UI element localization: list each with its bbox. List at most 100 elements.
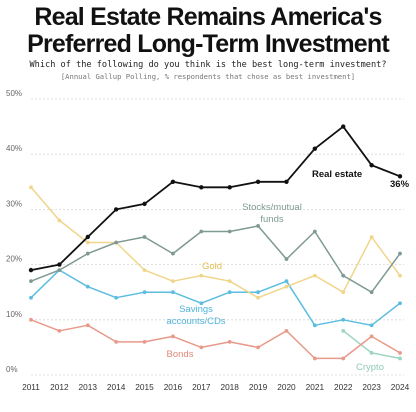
data-point — [227, 185, 232, 190]
chart-title-line-1: Real Estate Remains America's — [34, 3, 382, 31]
data-point — [227, 279, 232, 284]
end-value-label: 36% — [390, 179, 410, 190]
series-label-gold: Gold — [202, 261, 222, 272]
data-point — [113, 207, 119, 212]
x-tick-label: 2018 — [220, 382, 239, 392]
data-point — [57, 268, 62, 273]
data-point — [85, 234, 90, 240]
data-point — [369, 323, 374, 328]
y-tick-label: 50% — [6, 89, 22, 98]
data-point — [312, 273, 317, 278]
data-point — [256, 345, 260, 350]
series-line — [30, 225, 401, 293]
data-point — [398, 301, 402, 306]
x-tick-label: 2013 — [79, 382, 98, 392]
data-point — [284, 179, 289, 184]
data-point — [57, 328, 62, 333]
x-tick-label: 2015 — [135, 382, 154, 392]
data-point — [398, 273, 402, 278]
series-line — [30, 186, 401, 299]
data-point — [85, 251, 90, 256]
data-point — [199, 345, 204, 350]
data-point — [199, 273, 204, 278]
data-point — [341, 273, 346, 278]
x-tick-label: 2023 — [362, 382, 381, 392]
chart-title-line-2: Preferred Long-Term Investment — [27, 30, 390, 58]
data-point — [284, 328, 289, 333]
series-label-savings: Savings — [179, 304, 213, 315]
data-point — [85, 323, 90, 328]
data-point — [29, 317, 33, 322]
data-point — [398, 251, 402, 256]
data-point — [29, 185, 33, 190]
data-point — [142, 339, 147, 344]
data-point — [397, 174, 403, 179]
data-point — [284, 279, 289, 284]
data-point — [341, 328, 346, 333]
series-label-real-estate: Real estate — [312, 169, 362, 180]
data-point — [170, 179, 176, 184]
y-tick-label: 30% — [6, 199, 22, 208]
data-point — [312, 229, 317, 234]
series-line — [30, 269, 401, 327]
data-point — [29, 295, 33, 300]
x-tick-label: 2017 — [192, 382, 211, 392]
data-point — [114, 339, 119, 344]
y-tick-label: 40% — [6, 144, 22, 153]
data-point — [171, 290, 175, 295]
data-point — [171, 334, 175, 339]
x-tick-label: 2014 — [107, 382, 126, 392]
data-point — [369, 163, 374, 168]
chart-question: Which of the following do you think is t… — [29, 60, 387, 70]
data-point — [227, 339, 232, 344]
data-point — [85, 240, 90, 245]
data-point — [341, 290, 346, 295]
data-point — [341, 124, 346, 129]
data-point — [369, 235, 374, 239]
data-point — [369, 290, 374, 295]
data-point — [57, 262, 62, 267]
data-point — [199, 229, 204, 234]
data-point — [171, 251, 175, 256]
data-point — [369, 334, 374, 339]
x-tick-label: 2016 — [164, 382, 183, 392]
data-point — [142, 268, 147, 273]
data-point — [57, 218, 62, 223]
data-point — [171, 279, 175, 284]
data-point — [398, 356, 402, 361]
data-point — [312, 323, 317, 328]
data-point — [312, 146, 318, 151]
data-point — [199, 301, 204, 306]
data-point — [142, 235, 147, 239]
data-point — [369, 351, 374, 355]
series-line — [30, 125, 401, 271]
data-point — [284, 257, 289, 261]
data-point — [142, 201, 147, 207]
series-label-stocks: funds — [260, 214, 283, 225]
data-point — [29, 279, 33, 284]
x-tick-label: 2019 — [249, 382, 268, 392]
data-point — [284, 284, 289, 289]
data-point — [256, 290, 260, 295]
data-point — [341, 317, 346, 322]
data-point — [199, 185, 204, 190]
data-point — [227, 229, 232, 234]
data-point — [85, 284, 90, 289]
x-tick-label: 2024 — [391, 382, 410, 392]
chart-note: [Annual Gallup Polling, % respondents th… — [60, 72, 356, 81]
series-label-stocks: Stocks/mutual — [242, 202, 302, 213]
data-point — [227, 290, 232, 295]
x-tick-label: 2021 — [306, 382, 325, 392]
data-point — [28, 267, 34, 273]
x-tick-label: 2022 — [334, 382, 353, 392]
data-point — [341, 356, 346, 361]
y-tick-label: 20% — [6, 255, 22, 264]
y-tick-label: 0% — [6, 365, 18, 374]
data-point — [398, 351, 402, 355]
series-label-crypto: Crypto — [356, 362, 384, 373]
series-label-savings: accounts/CDs — [166, 316, 225, 327]
data-point — [142, 290, 147, 295]
data-point — [114, 295, 119, 300]
x-tick-label: 2011 — [22, 382, 40, 392]
